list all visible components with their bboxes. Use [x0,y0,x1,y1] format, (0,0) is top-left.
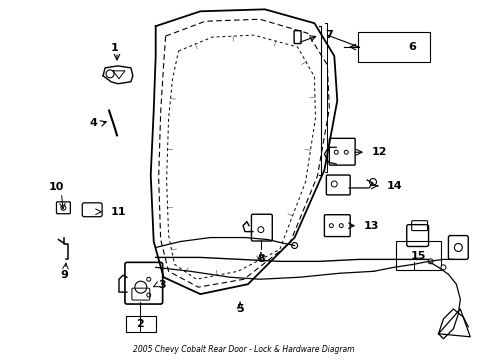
Circle shape [440,265,445,270]
Text: 12: 12 [371,147,386,157]
Text: 13: 13 [364,221,379,231]
Text: 5: 5 [236,304,244,314]
Text: 8: 8 [257,255,264,264]
Text: 11: 11 [111,207,126,217]
Text: 10: 10 [49,182,64,192]
Circle shape [425,256,431,262]
Text: 4: 4 [89,118,97,129]
Text: 6: 6 [408,42,416,52]
FancyBboxPatch shape [126,316,155,332]
Text: 15: 15 [410,251,426,261]
FancyBboxPatch shape [395,240,441,270]
Circle shape [427,259,432,264]
Text: 1: 1 [111,43,119,53]
Text: 2: 2 [136,319,143,329]
FancyBboxPatch shape [357,32,428,62]
Text: 3: 3 [158,280,166,290]
Text: 7: 7 [325,30,332,40]
Text: 9: 9 [61,270,68,280]
Text: 14: 14 [386,181,402,191]
Text: 2005 Chevy Cobalt Rear Door - Lock & Hardware Diagram: 2005 Chevy Cobalt Rear Door - Lock & Har… [133,345,354,354]
Circle shape [291,243,297,248]
